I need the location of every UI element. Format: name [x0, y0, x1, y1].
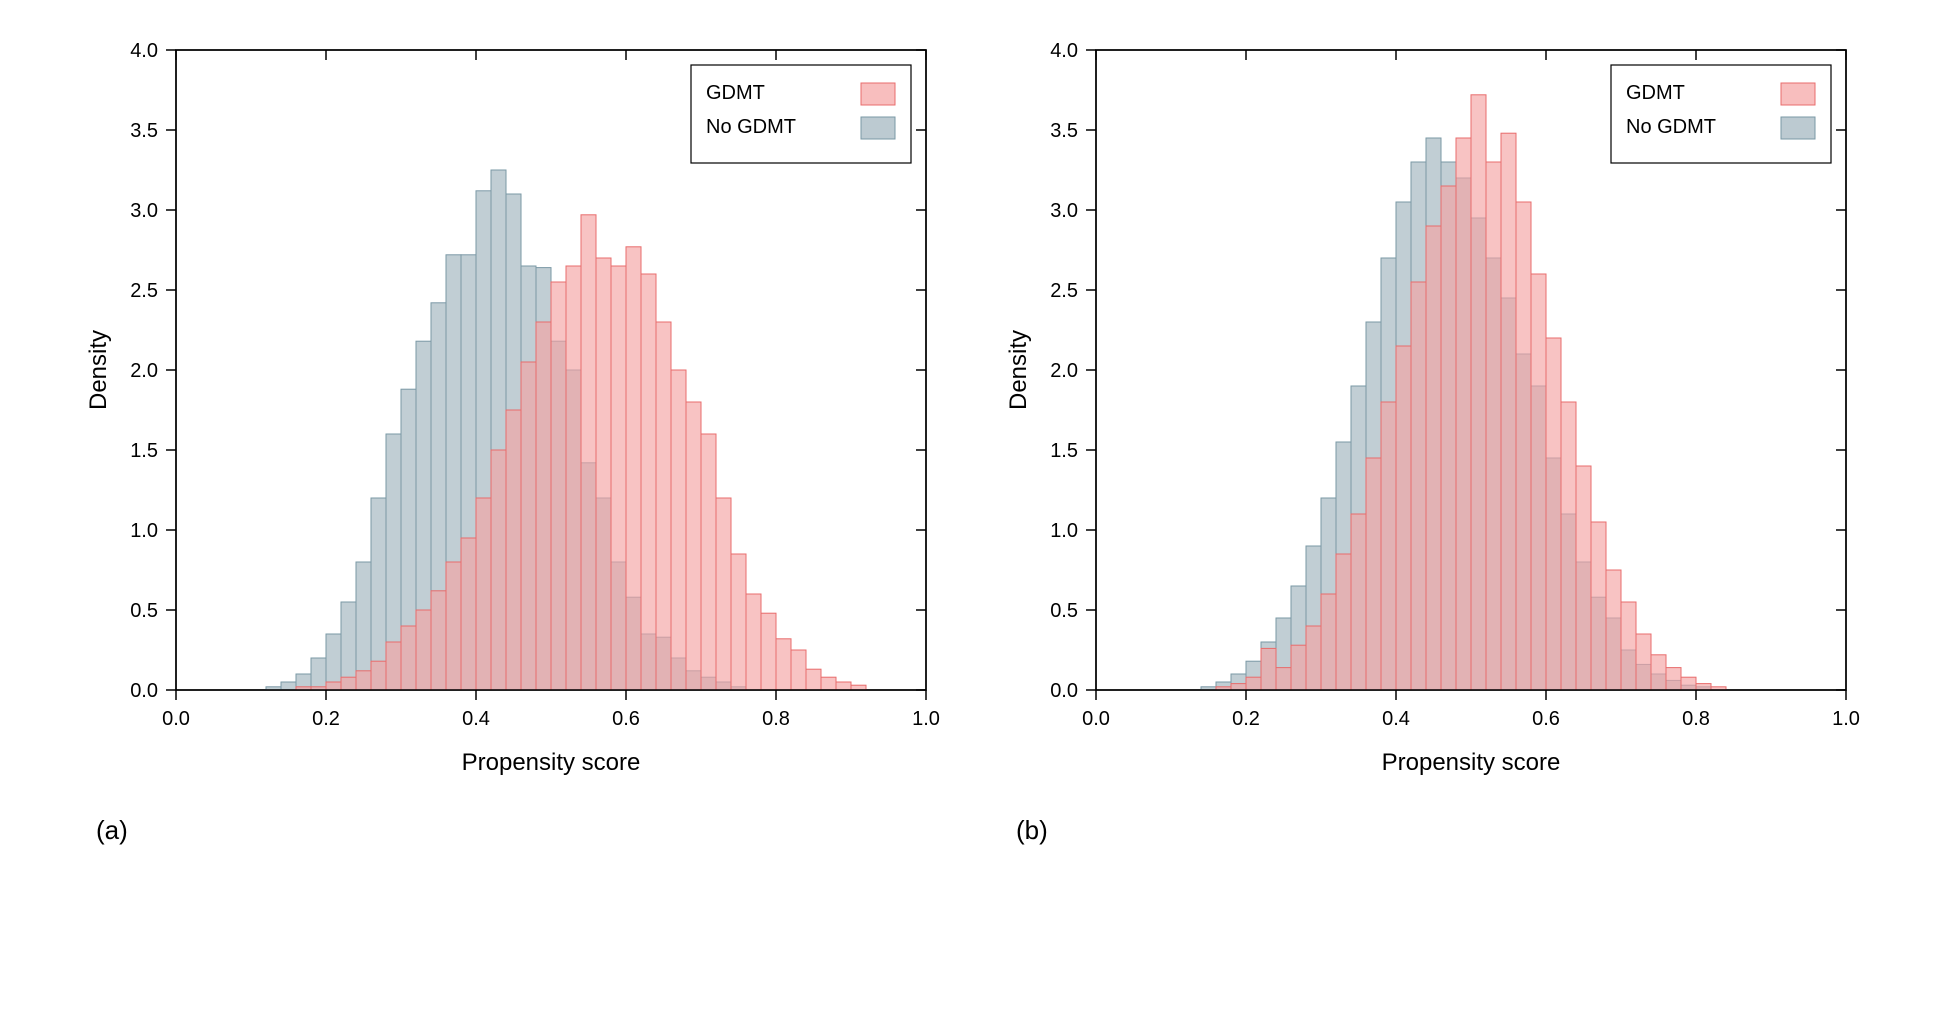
svg-text:GDMT: GDMT	[706, 82, 765, 104]
svg-text:1.0: 1.0	[1832, 708, 1860, 730]
svg-text:1.0: 1.0	[1050, 520, 1078, 542]
panel-a-chart: 0.0 0.2 0.4 0.6 0.8 1.0 0.0 0.5 1.0 1.5 2.0 2.5 3.0 3…	[76, 20, 956, 805]
panel-b: 0.0 0.2 0.4 0.6 0.8 1.0 0.0 0.5 1.0 1.5 2.0 2.5 3.0 3…	[996, 20, 1876, 846]
panel-b-label: (b)	[1016, 815, 1048, 846]
svg-text:2.0: 2.0	[130, 360, 158, 382]
svg-text:0.0: 0.0	[1050, 680, 1078, 702]
svg-text:0.8: 0.8	[762, 708, 790, 730]
svg-text:0.0: 0.0	[1082, 708, 1110, 730]
svg-text:Density: Density	[85, 330, 112, 410]
svg-text:0.8: 0.8	[1682, 708, 1710, 730]
svg-text:1.0: 1.0	[130, 520, 158, 542]
svg-text:Propensity score: Propensity score	[1382, 749, 1561, 776]
panel-b-chart: 0.0 0.2 0.4 0.6 0.8 1.0 0.0 0.5 1.0 1.5 2.0 2.5 3.0 3…	[996, 20, 1876, 805]
svg-text:3.0: 3.0	[130, 200, 158, 222]
svg-text:0.6: 0.6	[1532, 708, 1560, 730]
svg-text:0.0: 0.0	[162, 708, 190, 730]
svg-text:1.5: 1.5	[130, 440, 158, 462]
svg-text:3.5: 3.5	[130, 120, 158, 142]
svg-text:0.2: 0.2	[1232, 708, 1260, 730]
svg-text:3.0: 3.0	[1050, 200, 1078, 222]
svg-text:GDMT: GDMT	[1626, 82, 1685, 104]
svg-text:4.0: 4.0	[1050, 40, 1078, 62]
svg-text:2.5: 2.5	[130, 280, 158, 302]
svg-text:0.2: 0.2	[312, 708, 340, 730]
svg-text:Density: Density	[1005, 330, 1032, 410]
svg-text:0.5: 0.5	[1050, 600, 1078, 622]
svg-text:4.0: 4.0	[130, 40, 158, 62]
svg-text:2.0: 2.0	[1050, 360, 1078, 382]
svg-text:No GDMT: No GDMT	[706, 116, 796, 138]
svg-text:0.4: 0.4	[1382, 708, 1410, 730]
svg-text:No GDMT: No GDMT	[1626, 116, 1716, 138]
chart-container: 0.0 0.2 0.4 0.6 0.8 1.0 0.0 0.5 1.0 1.5 2.0 2.5 3.0 3…	[20, 20, 1932, 846]
svg-text:1.5: 1.5	[1050, 440, 1078, 462]
panel-a: 0.0 0.2 0.4 0.6 0.8 1.0 0.0 0.5 1.0 1.5 2.0 2.5 3.0 3…	[76, 20, 956, 846]
svg-text:0.5: 0.5	[130, 600, 158, 622]
svg-text:Propensity score: Propensity score	[462, 749, 641, 776]
svg-text:3.5: 3.5	[1050, 120, 1078, 142]
svg-text:0.6: 0.6	[612, 708, 640, 730]
panel-a-label: (a)	[96, 815, 128, 846]
svg-text:0.0: 0.0	[130, 680, 158, 702]
svg-text:2.5: 2.5	[1050, 280, 1078, 302]
svg-text:0.4: 0.4	[462, 708, 490, 730]
svg-text:1.0: 1.0	[912, 708, 940, 730]
